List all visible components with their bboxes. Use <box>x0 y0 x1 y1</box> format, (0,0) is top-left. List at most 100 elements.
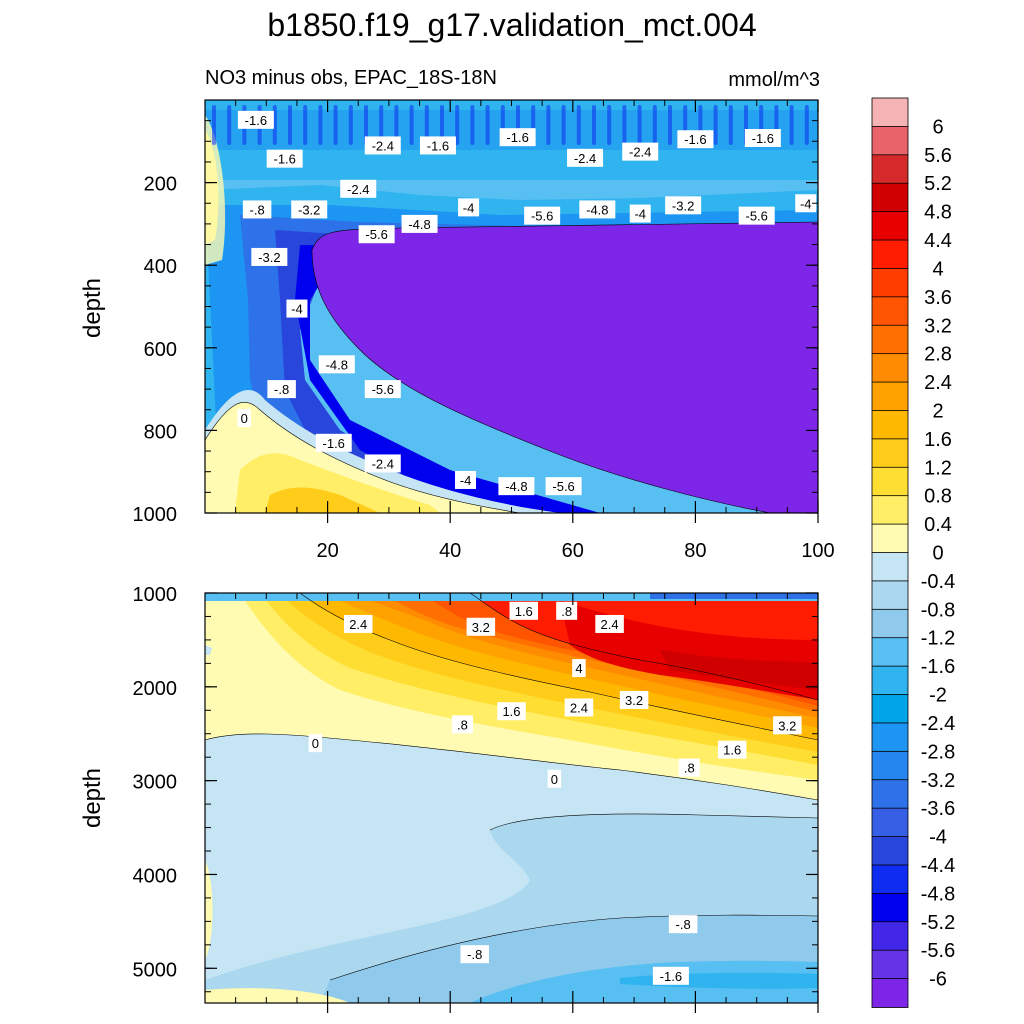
bottom-panel: 2.4 1.6 .8 3.2 2.4 4 3.2 2.4 1.6 .8 3.2 1.6 .8 0 0 -.8 -… <box>79 584 819 1013</box>
colorbar-label: 4.8 <box>924 202 952 224</box>
contour-label: .8 <box>451 715 473 734</box>
contour-label: -.8 <box>460 945 489 964</box>
contour-label: 1.6 <box>509 601 539 620</box>
colorbar-swatch <box>871 921 909 952</box>
contour-label-text: 0 <box>312 736 319 751</box>
contour-label-box <box>460 945 489 964</box>
colorbar-swatch <box>871 211 909 241</box>
contour-label-text: -2.4 <box>347 182 369 197</box>
x-tick-label: 60 <box>562 540 584 562</box>
contour-label-box <box>340 179 377 198</box>
contour-label-box <box>556 601 578 620</box>
contour-label: -5.6 <box>524 206 561 225</box>
contour-label-box <box>344 614 373 633</box>
contour-label: -1.6 <box>677 130 714 149</box>
contour-label-box <box>619 690 649 709</box>
colorbar-swatch <box>871 296 909 327</box>
top-positive-1.2-region <box>265 487 380 513</box>
colorbar-label: 1.6 <box>924 429 952 451</box>
colorbar-swatch <box>871 97 909 128</box>
contour-label-text: -1.6 <box>752 131 774 146</box>
bottom-y-axis-label: depth <box>79 768 106 828</box>
contour-label: -1.6 <box>419 136 456 155</box>
contour-label: 4 <box>572 659 586 678</box>
contour-label-box <box>579 200 616 219</box>
contour-label-box <box>795 194 817 213</box>
colorbar-label: -0.4 <box>921 571 955 593</box>
contour-label-text: -5.6 <box>365 227 387 242</box>
contour-label-text: 3.2 <box>778 718 796 733</box>
contour-label-box <box>237 110 274 129</box>
contour-label: -4 <box>795 194 817 213</box>
contour-label-box <box>545 477 582 496</box>
contour-label: -.8 <box>668 915 698 934</box>
surface-stripe <box>303 105 308 145</box>
contour-label-text: -4.8 <box>586 202 608 217</box>
contour-label: -4.8 <box>401 214 438 233</box>
contour-label-text: -1.6 <box>506 130 528 145</box>
surface-stripe <box>318 105 323 145</box>
top-y-axis-label: depth <box>79 278 106 338</box>
colorbar-label: -3.2 <box>921 770 955 792</box>
contour-label: 3.2 <box>619 690 649 709</box>
contour-label: -5.6 <box>364 380 401 399</box>
contour-label: -2.4 <box>364 454 401 473</box>
contour-label-text: .8 <box>561 604 572 619</box>
surface-stripe <box>424 105 429 145</box>
colorbar-swatch <box>871 580 909 611</box>
colorbar-swatch <box>871 949 909 980</box>
contour-label: -4 <box>458 198 480 217</box>
contour-label: -1.6 <box>237 110 274 129</box>
contour-label-text: -1.6 <box>323 436 345 451</box>
x-tick-label: 100 <box>801 540 834 562</box>
bottom-contour-line-3 <box>329 914 818 981</box>
colorbar-swatch <box>871 552 909 582</box>
contour-label-text: -5.6 <box>372 382 394 397</box>
contour-label-box <box>509 601 539 620</box>
contour-label-box <box>266 149 303 168</box>
contour-label-text: -4 <box>634 207 646 222</box>
contour-label: -3.2 <box>251 247 288 266</box>
contour-label: -4 <box>455 470 477 489</box>
colorbar-swatch <box>871 750 909 781</box>
top-neg-6-region <box>312 222 818 513</box>
contour-label: -5.6 <box>545 477 582 496</box>
colorbar-label: -6 <box>929 969 947 991</box>
surface-stripe <box>713 105 718 145</box>
colorbar-label: 4 <box>932 258 943 280</box>
contour-label-box <box>773 716 802 735</box>
colorbar-label: 1.2 <box>924 457 952 479</box>
contour-label-box <box>364 454 401 473</box>
surface-stripe <box>212 105 216 145</box>
contour-label: 1.6 <box>717 740 747 759</box>
contour-label: 2.4 <box>564 698 594 717</box>
contour-label-box <box>286 299 308 318</box>
x-tick-label: 20 <box>316 540 338 562</box>
y-tick-label: 800 <box>144 421 177 443</box>
surface-stripe <box>455 105 460 145</box>
contour-label-box <box>364 136 401 155</box>
contour-label-box <box>499 128 536 147</box>
contour-label: -4 <box>286 299 308 318</box>
colorbar-label: 3.2 <box>924 315 952 337</box>
contour-label-box <box>364 380 401 399</box>
colorbar-swatch <box>871 637 909 668</box>
top-panel-units: mmol/m^3 <box>728 69 820 91</box>
surface-stripe <box>652 105 657 145</box>
colorbar-swatch <box>871 381 909 412</box>
top-contour-line-1 <box>311 221 818 251</box>
contour-label: -.8 <box>242 200 272 219</box>
surface-stripe <box>227 105 232 145</box>
contour-label-box <box>318 355 355 374</box>
top-contour-labels: -1.6 -1.6 -2.4 -1.6 -1.6 -2.4 -2.4 -1.6 -1.6 -.8 -… <box>237 110 817 496</box>
colorbar-label: 0.8 <box>924 486 952 508</box>
contour-label-box <box>242 200 272 219</box>
contour-label-text: .8 <box>684 761 695 776</box>
contour-label: .8 <box>556 601 578 620</box>
contour-label-text: -4.8 <box>326 357 348 372</box>
contour-label-box <box>668 915 698 934</box>
contour-label: -4.8 <box>318 355 355 374</box>
colorbar-swatch <box>871 665 909 696</box>
contour-label-text: -3.2 <box>672 198 694 213</box>
bottom-contour-line-4 <box>469 593 818 701</box>
